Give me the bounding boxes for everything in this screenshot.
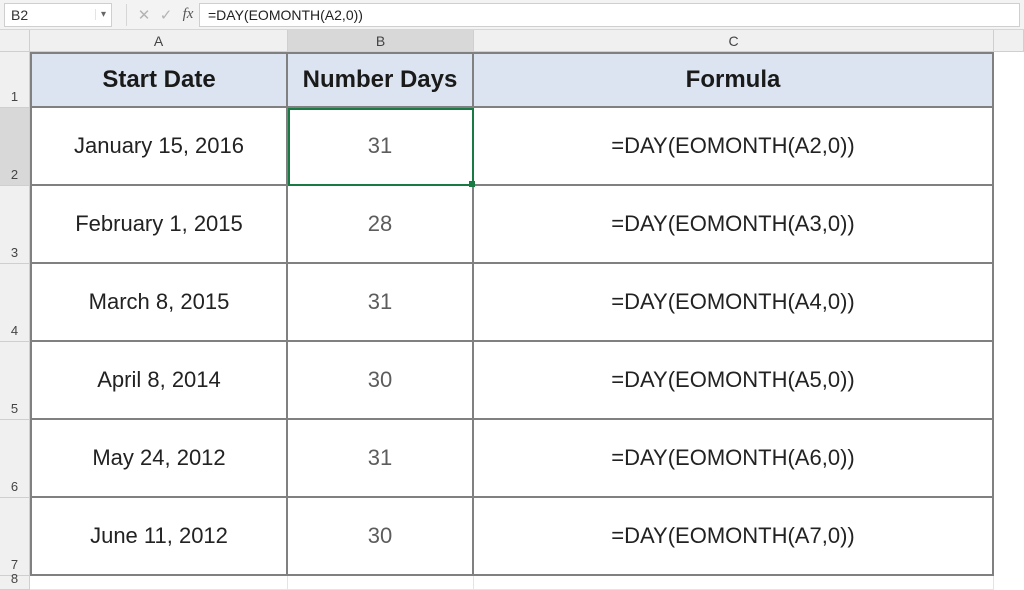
- table-row: April 8, 201430=DAY(EOMONTH(A5,0)): [30, 342, 1024, 420]
- cell-A4[interactable]: March 8, 2015: [30, 264, 288, 342]
- cells-container: Start DateNumber DaysFormulaJanuary 15, …: [30, 52, 1024, 586]
- cell-B3[interactable]: 28: [288, 186, 474, 264]
- row-header-7[interactable]: 7: [0, 498, 30, 576]
- confirm-icon[interactable]: ✓: [155, 6, 177, 24]
- header-cell-A1[interactable]: Start Date: [30, 52, 288, 108]
- cancel-icon[interactable]: ✕: [133, 6, 155, 24]
- cell-B4[interactable]: 31: [288, 264, 474, 342]
- cell-B5[interactable]: 30: [288, 342, 474, 420]
- cell-B2[interactable]: 31: [288, 108, 474, 186]
- header-cell-C1[interactable]: Formula: [474, 52, 994, 108]
- table-row-empty: [30, 576, 1024, 590]
- column-header-A[interactable]: A: [30, 30, 288, 52]
- table-row: March 8, 201531=DAY(EOMONTH(A4,0)): [30, 264, 1024, 342]
- cell-empty[interactable]: [30, 576, 288, 590]
- table-row: June 11, 201230=DAY(EOMONTH(A7,0)): [30, 498, 1024, 576]
- cell-C2[interactable]: =DAY(EOMONTH(A2,0)): [474, 108, 994, 186]
- divider: [126, 4, 127, 26]
- table-row-header: Start DateNumber DaysFormula: [30, 52, 1024, 108]
- sheet-grid: ABC 12345678 Start DateNumber DaysFormul…: [0, 30, 1024, 586]
- cell-A3[interactable]: February 1, 2015: [30, 186, 288, 264]
- row-header-8[interactable]: 8: [0, 576, 30, 590]
- cell-C7[interactable]: =DAY(EOMONTH(A7,0)): [474, 498, 994, 576]
- header-cell-B1[interactable]: Number Days: [288, 52, 474, 108]
- column-header-B[interactable]: B: [288, 30, 474, 52]
- cell-empty[interactable]: [474, 576, 994, 590]
- table-row: May 24, 201231=DAY(EOMONTH(A6,0)): [30, 420, 1024, 498]
- formula-text: =DAY(EOMONTH(A2,0)): [208, 7, 363, 23]
- table-row: January 15, 201631=DAY(EOMONTH(A2,0)): [30, 108, 1024, 186]
- cell-A2[interactable]: January 15, 2016: [30, 108, 288, 186]
- cell-empty[interactable]: [288, 576, 474, 590]
- cell-B7[interactable]: 30: [288, 498, 474, 576]
- formula-bar: B2 ▾ ✕ ✓ fx =DAY(EOMONTH(A2,0)): [0, 0, 1024, 30]
- row-header-5[interactable]: 5: [0, 342, 30, 420]
- name-box-value: B2: [5, 7, 95, 23]
- name-box-dropdown-icon[interactable]: ▾: [95, 9, 111, 20]
- cell-C5[interactable]: =DAY(EOMONTH(A5,0)): [474, 342, 994, 420]
- cell-C4[interactable]: =DAY(EOMONTH(A4,0)): [474, 264, 994, 342]
- row-header-1[interactable]: 1: [0, 52, 30, 108]
- cell-C6[interactable]: =DAY(EOMONTH(A6,0)): [474, 420, 994, 498]
- row-header-6[interactable]: 6: [0, 420, 30, 498]
- cell-A7[interactable]: June 11, 2012: [30, 498, 288, 576]
- name-box[interactable]: B2 ▾: [4, 3, 112, 27]
- row-headers: 12345678: [0, 52, 30, 590]
- column-header-empty[interactable]: [994, 30, 1024, 52]
- select-all-corner[interactable]: [0, 30, 30, 52]
- row-header-4[interactable]: 4: [0, 264, 30, 342]
- row-header-2[interactable]: 2: [0, 108, 30, 186]
- column-header-C[interactable]: C: [474, 30, 994, 52]
- table-row: February 1, 201528=DAY(EOMONTH(A3,0)): [30, 186, 1024, 264]
- formula-input[interactable]: =DAY(EOMONTH(A2,0)): [199, 3, 1020, 27]
- cell-C3[interactable]: =DAY(EOMONTH(A3,0)): [474, 186, 994, 264]
- cell-B6[interactable]: 31: [288, 420, 474, 498]
- row-header-3[interactable]: 3: [0, 186, 30, 264]
- cell-A5[interactable]: April 8, 2014: [30, 342, 288, 420]
- cell-A6[interactable]: May 24, 2012: [30, 420, 288, 498]
- column-headers: ABC: [0, 30, 1024, 52]
- fx-icon[interactable]: fx: [177, 6, 199, 23]
